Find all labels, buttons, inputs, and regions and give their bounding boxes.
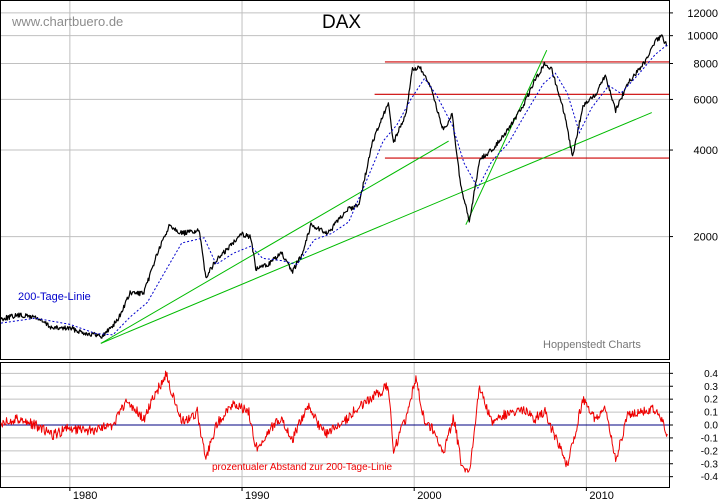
x-tick-label: 2010 (589, 490, 613, 502)
oscillator-label: prozentualer Abstand zur 200-Tage-Linie (212, 462, 393, 473)
trendline (465, 49, 548, 225)
y-tick-label: 4000 (694, 145, 718, 157)
osc-y-tick-label: -0.3 (701, 459, 719, 470)
watermark: www.chartbuero.de (11, 14, 123, 29)
price-y-tick-labels: 2000 4000 6000 8000 10000 12000 (669, 8, 718, 244)
oscillator-y-tick-labels: 0.4 0.3 0.2 0.1 0.0-0.1 -0.2 -0.3 -0.4 (669, 369, 718, 483)
trendline (100, 140, 449, 344)
y-tick-label: 6000 (694, 94, 718, 106)
y-tick-label: 2000 (694, 232, 718, 244)
y-tick-label: 12000 (687, 8, 718, 20)
trendline (100, 112, 652, 344)
source-credit: Hoppenstedt Charts (543, 339, 641, 351)
osc-y-tick-label: 0.1 (704, 408, 718, 419)
osc-y-tick-label: -0.1 (701, 433, 719, 444)
x-tick-labels: 1980 1990 2000 2010 (69, 487, 614, 502)
price-gridlines (1, 1, 669, 359)
osc-y-tick-label: 0.3 (704, 382, 718, 393)
osc-y-tick-label: 0.2 (704, 395, 718, 406)
price-line (0, 34, 668, 339)
moving-average-line (0, 44, 668, 336)
x-tick-label: 2000 (417, 490, 441, 502)
x-tick-label: 1980 (73, 490, 97, 502)
x-tick-label: 1990 (245, 490, 269, 502)
trend-and-level-lines (100, 49, 669, 344)
osc-y-tick-label: 0.4 (704, 369, 718, 380)
y-tick-label: 10000 (687, 31, 718, 43)
osc-y-tick-label: 0.0 (704, 421, 718, 432)
price-series (0, 34, 668, 339)
oscillator-gridlines (1, 363, 669, 487)
ma-legend-label: 200-Tage-Linie (18, 291, 91, 303)
price-panel: 2000 4000 6000 8000 10000 12000 www.chartbuer… (0, 0, 718, 360)
y-tick-label: 8000 (694, 59, 718, 71)
osc-y-tick-label: -0.4 (701, 472, 719, 483)
price-panel-frame (0, 0, 670, 360)
oscillator-line (0, 370, 668, 473)
oscillator-panel: 0.4 0.3 0.2 0.1 0.0-0.1 -0.2 -0.3 -0.4 prozentu… (0, 362, 718, 488)
oscillator-series (0, 370, 669, 473)
osc-y-tick-label: -0.2 (701, 446, 719, 457)
chart-title: DAX (322, 12, 361, 33)
